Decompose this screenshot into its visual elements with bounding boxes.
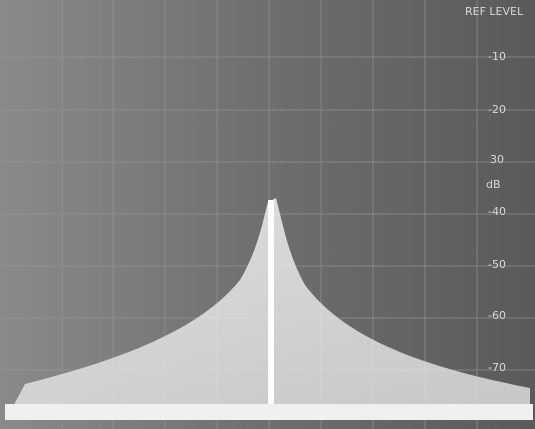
baseline xyxy=(5,404,533,420)
scale-label: 30 xyxy=(490,153,504,166)
scale-label: -50 xyxy=(488,258,506,271)
scale-label: -40 xyxy=(488,205,506,218)
scale-labels: REF LEVEL -10 -20 30 dB -40 -50 -60 -70 xyxy=(465,5,524,374)
carrier-line xyxy=(268,200,274,412)
scale-label: -10 xyxy=(488,50,506,63)
scale-label: -60 xyxy=(488,309,506,322)
scale-label: -20 xyxy=(488,103,506,116)
scale-label: REF LEVEL xyxy=(465,5,524,18)
scale-label: -70 xyxy=(488,361,506,374)
scale-label: dB xyxy=(486,178,501,191)
